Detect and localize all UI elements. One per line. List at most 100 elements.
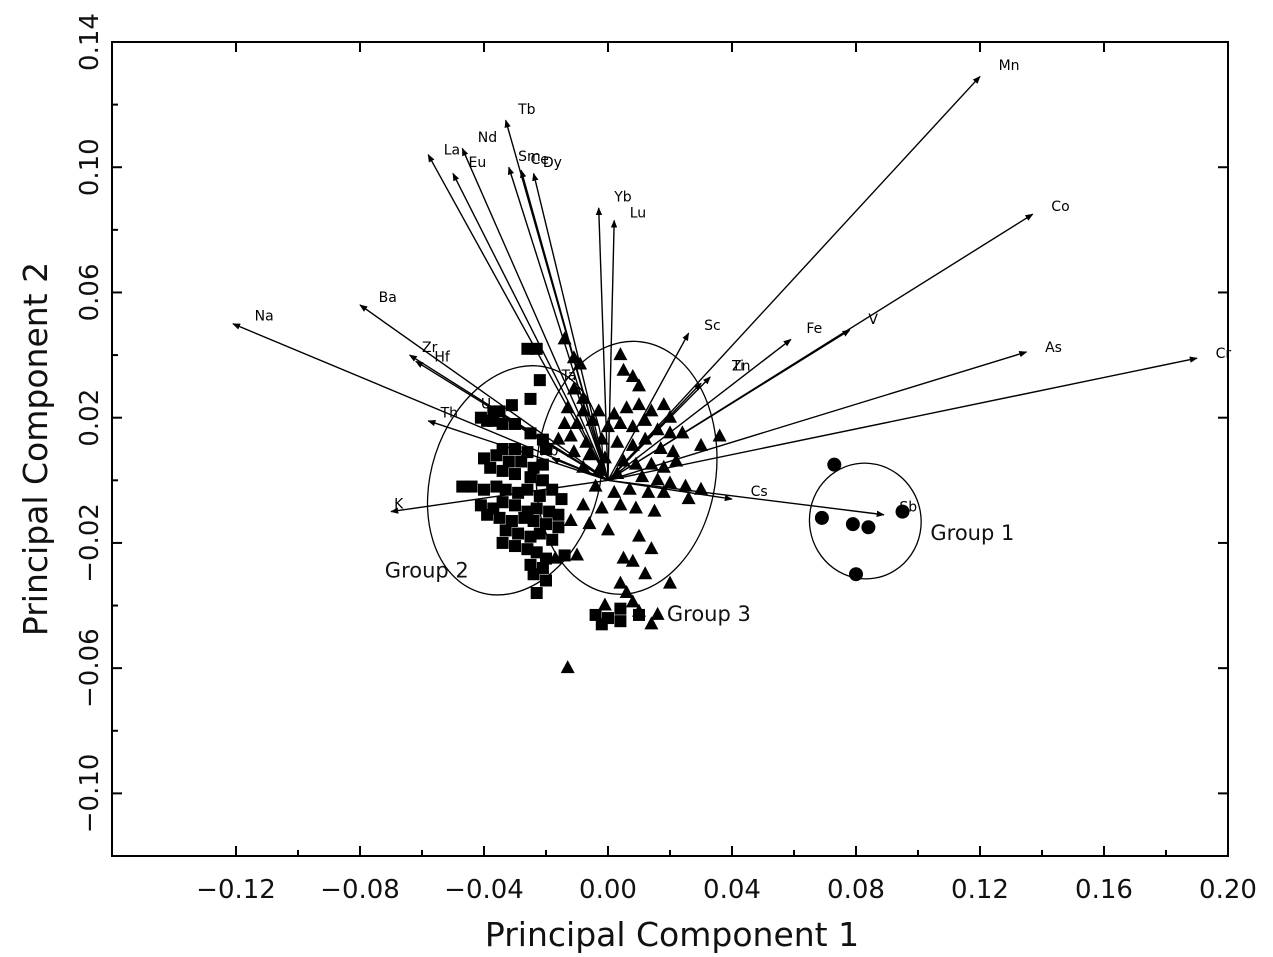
point-square	[536, 474, 549, 487]
point-triangle	[570, 547, 584, 561]
point-triangle	[681, 491, 696, 505]
y-tick-label: 0.06	[75, 264, 105, 322]
point-triangle	[613, 347, 628, 361]
point-triangle	[644, 456, 659, 470]
point-triangle	[625, 437, 640, 451]
point-circle	[861, 520, 876, 535]
point-triangle	[560, 660, 575, 674]
loading-label: Zn	[732, 359, 750, 375]
point-triangle	[694, 437, 708, 451]
loading-label: Mn	[999, 58, 1020, 74]
point-triangle	[576, 390, 591, 404]
point-triangle	[597, 450, 612, 464]
loading-label: La	[444, 143, 460, 159]
point-square	[481, 508, 494, 521]
loading-arrow	[607, 219, 618, 481]
loading-arrow	[520, 169, 609, 481]
x-tick-label: −0.04	[444, 875, 524, 905]
point-triangle	[563, 428, 578, 442]
point-square	[536, 433, 549, 446]
x-tick-label: 0.16	[1075, 875, 1133, 905]
point-square	[533, 527, 546, 540]
point-square	[499, 524, 512, 537]
point-circle	[849, 567, 863, 582]
x-tick-label: 0.04	[703, 875, 761, 905]
point-triangle	[632, 397, 646, 411]
loading-arrow	[607, 75, 981, 481]
loading-arrow	[595, 207, 609, 481]
point-triangle	[594, 431, 609, 445]
point-square	[589, 608, 602, 621]
group-label: Group 3	[667, 602, 751, 626]
point-triangle	[653, 441, 668, 454]
loading-arrow	[427, 154, 609, 481]
x-tick-label: 0.20	[1199, 875, 1257, 905]
point-triangle	[563, 513, 578, 527]
point-square	[512, 486, 525, 499]
point-triangle	[616, 550, 631, 564]
loading-label: K	[394, 496, 404, 512]
point-square	[509, 417, 521, 430]
point-triangle	[576, 459, 591, 473]
point-square	[509, 540, 521, 553]
point-triangle	[616, 362, 631, 376]
point-square	[515, 455, 528, 468]
point-triangle	[663, 425, 677, 439]
point-square	[474, 499, 487, 512]
point-triangle	[591, 403, 606, 417]
point-triangle	[619, 400, 634, 414]
x-tick-label: 0.12	[951, 875, 1009, 905]
point-square	[530, 587, 543, 600]
point-square	[496, 496, 509, 509]
point-square	[536, 458, 549, 471]
point-triangle	[663, 409, 677, 423]
point-triangle	[625, 419, 640, 433]
point-square	[540, 574, 552, 587]
loading-label: Sc	[704, 318, 721, 334]
x-tick-label: 0.08	[827, 875, 885, 905]
x-tick-label: 0.00	[579, 875, 637, 905]
loading-arrow	[461, 147, 609, 481]
point-square	[512, 527, 525, 540]
loading-arrow	[607, 338, 792, 481]
point-triangle	[663, 475, 677, 489]
point-square	[524, 530, 537, 543]
point-square	[527, 568, 540, 581]
point-square	[465, 480, 478, 493]
loading-label: Zr	[422, 340, 438, 356]
point-triangle	[656, 484, 671, 498]
point-triangle	[641, 484, 656, 498]
point-triangle	[656, 459, 671, 473]
sample-points	[456, 331, 910, 674]
loading-label: Na	[255, 309, 274, 325]
point-triangle	[635, 469, 650, 483]
y-tick-label: −0.10	[75, 754, 105, 834]
loading-label: Rb	[540, 443, 559, 459]
point-triangle	[613, 575, 628, 589]
point-square	[509, 468, 521, 481]
point-square	[521, 505, 534, 518]
group-labels: Group 1 Group 2 Group 3	[385, 521, 1015, 626]
point-triangle	[650, 606, 665, 620]
y-axis-ticks: −0.10 −0.06 −0.02 0.02 0.06 0.10 0.14	[75, 13, 1228, 833]
point-circle	[845, 517, 860, 532]
point-square	[533, 374, 546, 387]
point-square	[536, 561, 549, 574]
point-circle	[827, 457, 842, 472]
point-circle	[814, 510, 829, 525]
point-square	[527, 515, 540, 528]
point-square	[518, 511, 531, 524]
loading-arrow	[607, 479, 885, 518]
loading-label: Tb	[517, 102, 536, 118]
point-square	[555, 493, 568, 506]
point-triangle	[678, 478, 693, 492]
loading-label: Hf	[434, 349, 451, 365]
point-triangle	[622, 481, 637, 495]
point-triangle	[607, 406, 622, 420]
loading-label: Ba	[379, 290, 397, 306]
point-triangle	[597, 597, 612, 611]
point-triangle	[576, 403, 591, 417]
point-triangle	[644, 616, 659, 630]
